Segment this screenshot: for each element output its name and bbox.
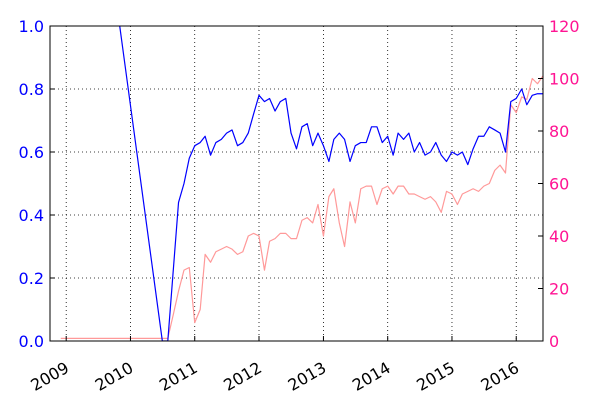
- x-tick-label: 2009: [27, 358, 72, 395]
- y-left-tick-label: 0.4: [19, 206, 44, 225]
- x-tick-label: 2014: [349, 358, 394, 395]
- y-left-tick-label: 0.6: [19, 143, 44, 162]
- y-left-tick-label: 0.2: [19, 269, 44, 288]
- series-line-right-axis: [60, 75, 543, 339]
- grid: [50, 25, 543, 342]
- y-right-tick-label: 120: [549, 17, 580, 36]
- x-tick-label: 2012: [220, 358, 265, 395]
- y-right-tick-label: 0: [549, 332, 559, 351]
- plot-frame: [49, 25, 544, 342]
- series-line-left-axis: [119, 26, 543, 341]
- series-layer: [60, 26, 543, 341]
- y-right-tick-label: 80: [549, 122, 569, 141]
- y-right-tick-label: 20: [549, 280, 569, 299]
- y-left-tick-label: 0.8: [19, 80, 44, 99]
- y-left-tick-label: 0.0: [19, 332, 44, 351]
- x-tick-label: 2016: [477, 358, 522, 395]
- x-tick-label: 2011: [156, 358, 201, 395]
- x-tick-label: 2013: [285, 358, 330, 395]
- y-left-tick-label: 1.0: [19, 17, 44, 36]
- y-right-tick-label: 40: [549, 227, 569, 246]
- y-right-tick-label: 60: [549, 175, 569, 194]
- y-right-tick-label: 100: [549, 70, 580, 89]
- x-tick-label: 2010: [92, 358, 137, 395]
- x-tick-label: 2015: [413, 358, 458, 395]
